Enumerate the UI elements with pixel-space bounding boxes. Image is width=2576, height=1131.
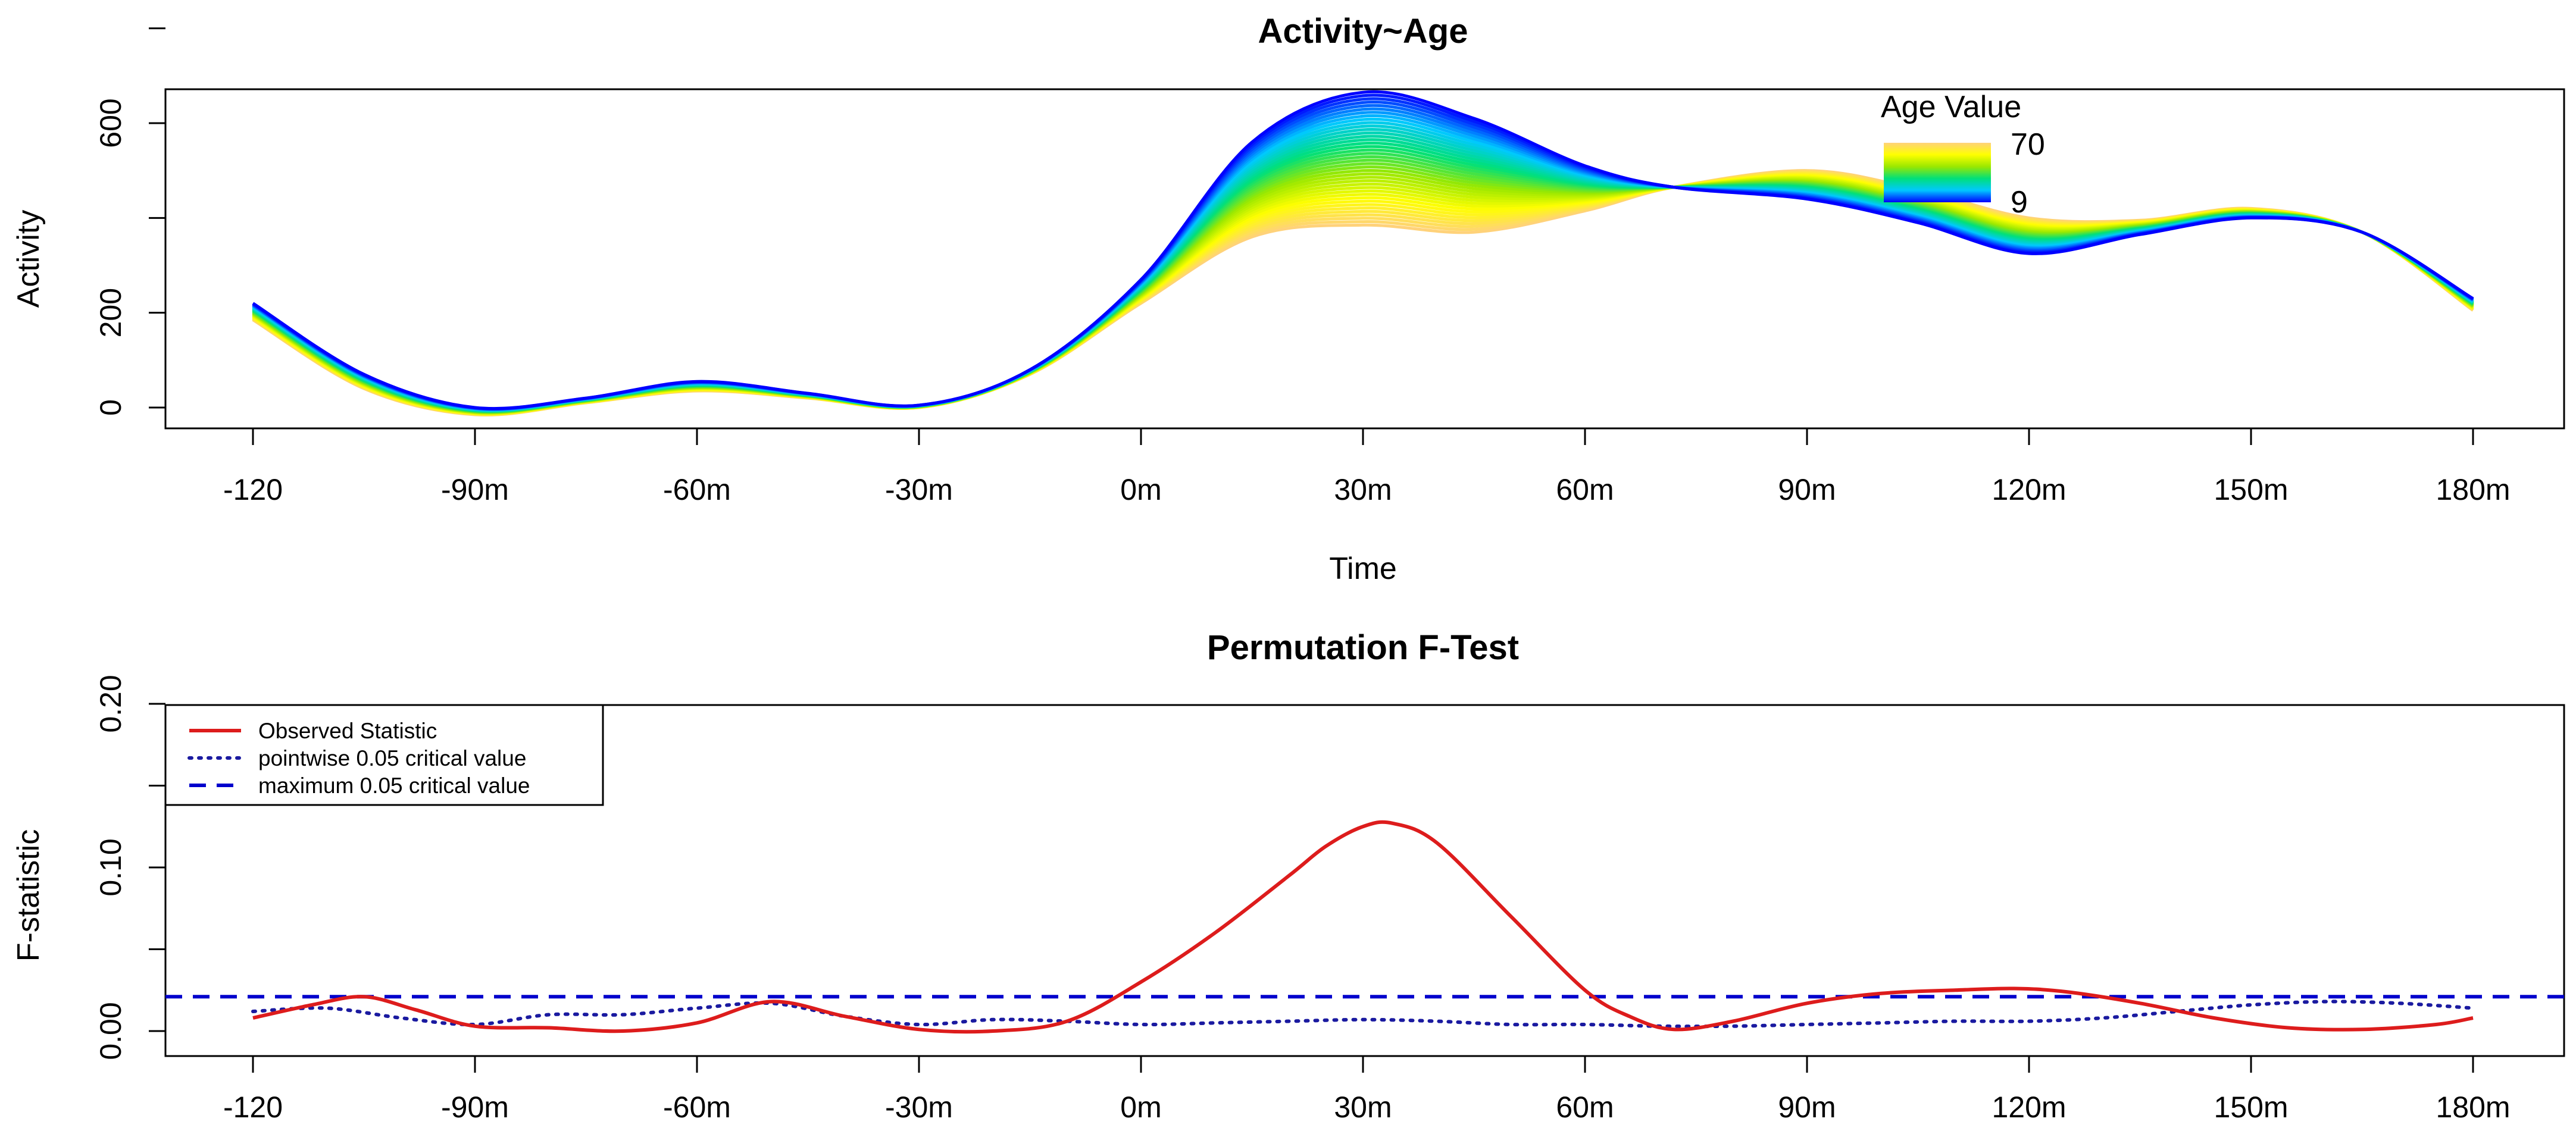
- bottom-x-tick-label: 150m: [2214, 1091, 2288, 1124]
- top-x-tick-label: -90m: [441, 473, 509, 506]
- activity-curve: [252, 171, 2474, 416]
- top-chart-title: Activity~Age: [1258, 12, 1468, 51]
- bottom-x-tick-label: -30m: [885, 1091, 953, 1124]
- top-x-tick-label: 30m: [1334, 473, 1392, 506]
- bottom-y-tick-label: 0.10: [94, 838, 127, 896]
- bottom-chart-title: Permutation F-Test: [1207, 628, 1519, 667]
- top-y-axis: 0 200 600: [94, 27, 165, 416]
- bottom-y-axis: 0.00 0.10 0.20: [94, 675, 165, 1060]
- top-y-tick-label: 0: [94, 399, 127, 416]
- bottom-x-tick-label: 120m: [1992, 1091, 2066, 1124]
- top-x-tick-label: 180m: [2436, 473, 2510, 506]
- observed-statistic-line: [252, 820, 2474, 1034]
- top-x-axis: -120 -90m -60m -30m 0m 30m 60m 90m 120m 150m 180m: [223, 428, 2511, 506]
- top-x-tick-label: 0m: [1120, 473, 1161, 506]
- legend-pointwise-label: pointwise 0.05 critical value: [258, 746, 526, 770]
- activity-curve: [252, 121, 2474, 412]
- f-test-legend: Observed Statistic pointwise 0.05 critic…: [164, 704, 604, 806]
- activity-age-chart: Activity~Age 0 200 600 -120 -90m -60m -30m 0m 3…: [11, 12, 2565, 586]
- bottom-x-tick-label: 30m: [1334, 1091, 1392, 1124]
- top-y-tick-label: 600: [94, 98, 127, 148]
- top-x-axis-label: Time: [1329, 552, 1397, 586]
- activity-curve: [252, 97, 2474, 411]
- age-color-legend: Age Value 70 9: [1881, 90, 2045, 220]
- top-y-axis-label: Activity: [11, 210, 46, 308]
- legend-maximum-label: maximum 0.05 critical value: [258, 773, 530, 798]
- f-test-legend-box: [164, 704, 604, 806]
- legend-observed-label: Observed Statistic: [258, 719, 437, 743]
- top-curve-group: [252, 90, 2474, 417]
- bottom-x-tick-label: 90m: [1778, 1091, 1836, 1124]
- bottom-x-tick-label: 0m: [1120, 1091, 1161, 1124]
- bottom-y-tick-label: 0.20: [94, 675, 127, 732]
- top-x-tick-label: 150m: [2214, 473, 2288, 506]
- bottom-x-tick-label: 180m: [2436, 1091, 2510, 1124]
- bottom-series-group: [165, 820, 2564, 1034]
- activity-curve: [252, 90, 2474, 411]
- age-legend-title: Age Value: [1881, 90, 2021, 124]
- top-x-tick-label: -120: [223, 473, 283, 506]
- bottom-x-tick-label: -60m: [663, 1091, 731, 1124]
- bottom-y-axis-label: F-statistic: [11, 829, 46, 961]
- top-x-tick-label: 90m: [1778, 473, 1836, 506]
- age-legend-colorbar: [1884, 143, 1991, 202]
- top-x-tick-label: -60m: [663, 473, 731, 506]
- bottom-x-tick-label: -90m: [441, 1091, 509, 1124]
- bottom-x-axis: -120 -90m -60m -30m 0m 30m 60m 90m 120m 150m 180m: [223, 1056, 2511, 1124]
- activity-curve: [252, 172, 2474, 414]
- top-x-tick-label: 120m: [1992, 473, 2066, 506]
- top-plot-frame: [164, 88, 2565, 430]
- bottom-plot-frame: [164, 704, 2565, 1057]
- bottom-x-tick-label: 60m: [1556, 1091, 1614, 1124]
- top-y-tick-label: 200: [94, 288, 127, 337]
- top-x-tick-label: -30m: [885, 473, 953, 506]
- age-legend-max-label: 70: [2011, 127, 2045, 162]
- bottom-y-tick-label: 0.00: [94, 1002, 127, 1060]
- top-x-tick-label: 60m: [1556, 473, 1614, 506]
- pointwise-critical-line: [251, 1000, 2475, 1029]
- permutation-f-test-chart: Permutation F-Test 0.00 0.10 0.20 -120 -90m…: [11, 628, 2565, 1124]
- age-legend-min-label: 9: [2011, 185, 2028, 220]
- bottom-x-tick-label: -120: [223, 1091, 283, 1124]
